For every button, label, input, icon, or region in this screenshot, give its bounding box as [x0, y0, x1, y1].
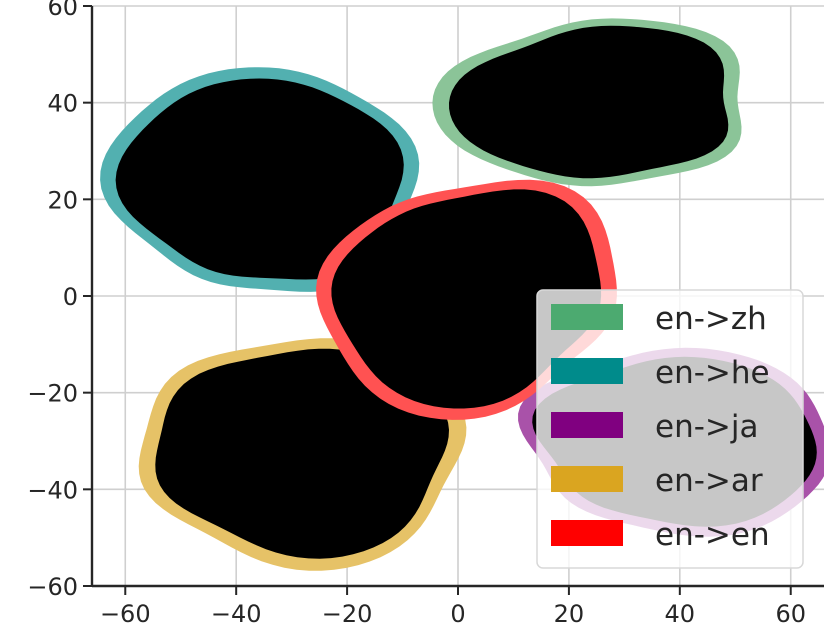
- legend-label: en->he: [655, 355, 770, 391]
- contour-level: [436, 268, 500, 324]
- y-tick-label: 0: [63, 283, 78, 311]
- density-en-he: [100, 67, 420, 292]
- x-tick-label: −60: [100, 600, 151, 628]
- x-tick-label: 40: [665, 600, 696, 628]
- density-en-en: [316, 179, 617, 420]
- y-tick-label: −40: [27, 476, 78, 504]
- x-tick-label: 60: [775, 600, 806, 628]
- y-tick-label: 60: [47, 0, 78, 21]
- x-tick-label: −40: [211, 600, 262, 628]
- y-tick-label: 40: [47, 90, 78, 118]
- density-en-zh: [432, 18, 742, 187]
- y-tick-label: −60: [27, 573, 78, 601]
- y-tick-label: 20: [47, 186, 78, 214]
- legend-swatch: [551, 358, 623, 384]
- density-en-ar: [138, 338, 467, 571]
- x-tick-label: 20: [554, 600, 585, 628]
- x-tick-label: 0: [450, 600, 465, 628]
- contour-level: [267, 425, 337, 476]
- axes: −60 −40 −20 0 20 40 60 60 40 20 0 −20 −40 −60: [27, 0, 824, 628]
- y-tick-label: −20: [27, 380, 78, 408]
- legend-swatch: [551, 466, 623, 492]
- legend-swatch: [551, 520, 623, 546]
- legend-label: en->ja: [655, 409, 759, 445]
- x-tick-label: −20: [322, 600, 373, 628]
- legend: en->zh en->he en->ja en->ar en->en: [536, 289, 804, 569]
- contour-level: [228, 155, 297, 204]
- legend-label: en->en: [655, 517, 770, 553]
- legend-swatch: [551, 412, 623, 438]
- legend-label: en->zh: [655, 301, 767, 337]
- contour-level: [563, 82, 630, 122]
- legend-swatch: [551, 304, 623, 330]
- legend-label: en->ar: [655, 463, 763, 499]
